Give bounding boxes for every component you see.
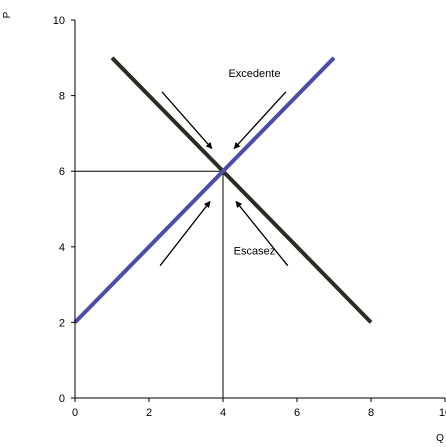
y-tick-label-6: 6 [59,166,65,178]
arrow-4 [235,200,289,267]
arrow-1 [161,91,213,150]
annotation-escasez: Escasez [234,246,276,258]
x-tick-label-0: 0 [72,407,78,419]
x-tick-label-6: 6 [294,407,300,419]
x-tick-label-8: 8 [368,407,374,419]
arrow-2 [233,91,287,149]
y-axis-label: P [2,11,13,18]
x-tick-label-2: 2 [146,407,152,419]
series-line-2 [73,56,336,324]
x-tick-label-10: 10 [439,407,446,419]
reference-lines [75,170,224,398]
x-tick-label-4: 4 [220,407,226,419]
series-line-1 [110,56,373,324]
y-tick-label-0: 0 [59,393,65,405]
y-tick-label-8: 8 [59,91,65,103]
axes [71,19,446,402]
y-tick-label-4: 4 [59,242,65,254]
arrow-layer [159,91,289,267]
labels: P Q Excedente Escasez 0 2 4 6 8 10 0 2 4 6 8 10 [2,11,446,444]
y-tick-label-2: 2 [59,317,65,329]
series-layer [73,56,373,324]
arrow-3 [159,200,211,267]
x-axis-label: Q [436,433,444,444]
annotation-excedente: Excedente [228,68,280,80]
y-tick-label-10: 10 [53,15,65,27]
